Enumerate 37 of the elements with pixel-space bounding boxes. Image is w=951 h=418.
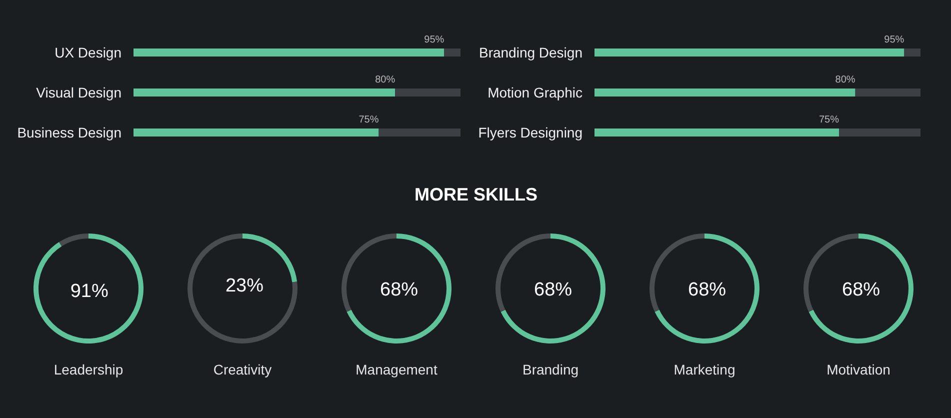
bar	[594, 48, 904, 56]
data-label: 68%	[688, 280, 726, 301]
text: Creativity	[213, 362, 272, 378]
y-tick-label: Flyers Designing	[478, 124, 583, 140]
y-tick-label: Visual Design	[36, 84, 122, 100]
data-label: 80%	[835, 74, 856, 86]
data-label: 95%	[424, 34, 444, 46]
bar	[444, 48, 460, 56]
text: Management	[356, 362, 438, 378]
data-label: 95%	[884, 34, 904, 46]
text: Leadership	[54, 362, 124, 378]
data-label: 80%	[375, 74, 396, 86]
bar	[594, 128, 839, 136]
bar	[855, 88, 920, 96]
bar	[904, 48, 920, 56]
text: Marketing	[674, 362, 736, 378]
data-label: 68%	[380, 280, 418, 301]
bar	[594, 88, 856, 96]
y-tick-label: Business Design	[17, 124, 122, 140]
bar	[395, 88, 460, 96]
data-label: 91%	[70, 280, 108, 302]
bar	[134, 88, 396, 96]
data-label: 75%	[358, 114, 379, 126]
y-tick-label: Branding Design	[478, 44, 583, 60]
text: Branding	[522, 362, 579, 378]
bar	[134, 128, 379, 136]
bar	[378, 128, 460, 136]
data-label: 68%	[534, 280, 572, 301]
text: Motivation	[826, 362, 890, 378]
bar	[839, 128, 920, 136]
y-tick-label: Motion Graphic	[488, 84, 583, 100]
data-label: 75%	[818, 114, 840, 126]
text: MORE SKILLS	[414, 184, 538, 204]
data-label: 68%	[842, 280, 880, 301]
data-label: 23%	[225, 276, 264, 297]
y-tick-label: UX Design	[54, 44, 122, 60]
bar	[134, 48, 444, 56]
